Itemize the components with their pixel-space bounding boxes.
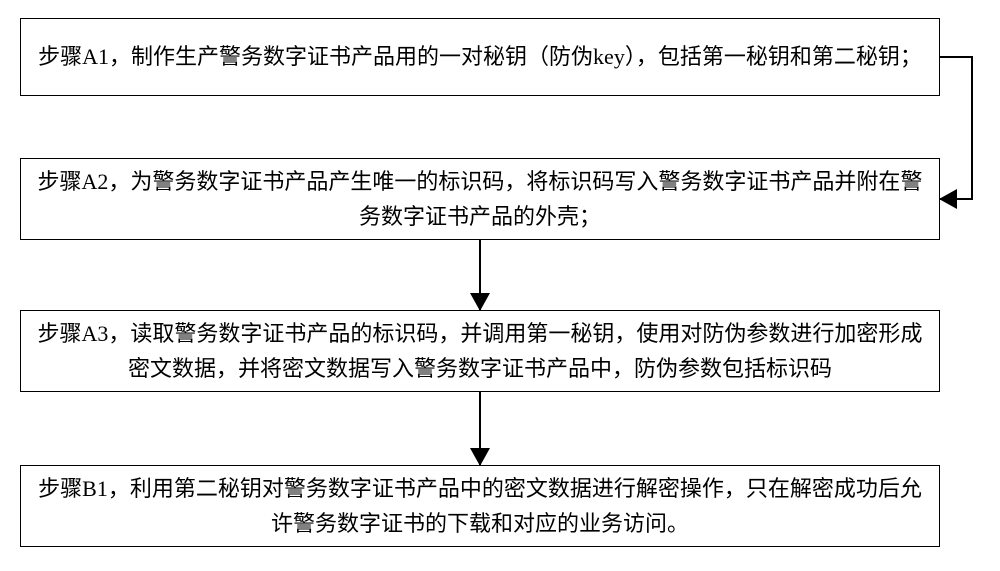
- arrow-a1-a2: [940, 57, 972, 199]
- arrows-layer: [0, 0, 1000, 571]
- flowchart-container: 步骤A1，制作生产警务数字证书产品用的一对秘钥（防伪key），包括第一秘钥和第二…: [0, 0, 1000, 571]
